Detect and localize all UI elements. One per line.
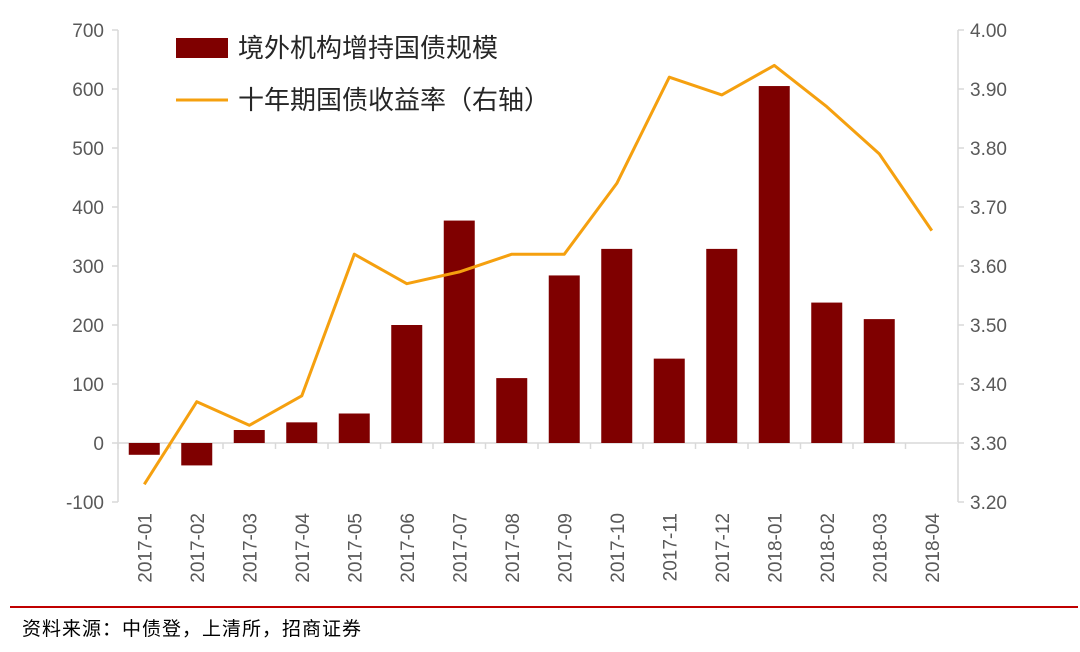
- x-tick-label-2017-07: 2017-07: [450, 513, 471, 583]
- bar-series: [128, 86, 895, 466]
- bar-2018-01: [758, 86, 790, 444]
- x-tick-label-2017-11: 2017-11: [660, 513, 681, 581]
- x-tick-label-2018-03: 2018-03: [870, 513, 891, 583]
- right-tick-label: 3.20: [970, 493, 1007, 514]
- x-axis-ticks: 2017-01 2017-02 2017-03 2017-04 2017-05 2017-…: [135, 513, 944, 583]
- x-tick-label-2018-02: 2018-02: [818, 513, 839, 583]
- x-tick-label-2017-06: 2017-06: [398, 513, 419, 583]
- bar-2017-12: [706, 248, 738, 443]
- left-tick-label: 0: [93, 434, 104, 455]
- x-tick-label-2018-04: 2018-04: [923, 513, 944, 583]
- x-tick-label-2017-02: 2017-02: [188, 513, 209, 583]
- line-series: [143, 63, 934, 486]
- x-tick-label-2017-12: 2017-12: [713, 513, 734, 583]
- right-tick-label: 3.90: [970, 80, 1007, 101]
- left-tick-label: -100: [66, 493, 104, 514]
- legend: 境外机构增持国债规模 十年期国债收益率（右轴）: [176, 34, 550, 116]
- left-tick-label: 300: [72, 257, 104, 278]
- right-tick-label: 3.30: [970, 434, 1007, 455]
- right-axis-ticks: 3.20 3.30 3.40 3.50 3.60 3.70 3.80 3.90 4.00: [970, 21, 1007, 514]
- bar-2017-05: [338, 413, 370, 443]
- bar-2018-03: [863, 319, 895, 443]
- left-axis-ticks: -100 0 100 200 300 400 500 600 700: [66, 21, 104, 514]
- bar-2018-02: [811, 302, 843, 443]
- left-tick-label: 600: [72, 80, 104, 101]
- x-tick-label-2017-03: 2017-03: [240, 513, 261, 583]
- x-tick-label-2017-08: 2017-08: [503, 513, 524, 583]
- bar-2017-08: [496, 378, 528, 443]
- source-note: 资料来源：中债登，上清所，招商证券: [22, 618, 363, 640]
- bar-2017-11: [653, 358, 685, 443]
- left-tick-label: 500: [72, 139, 104, 160]
- legend-bar-label: 境外机构增持国债规模: [238, 34, 498, 64]
- left-tick-label: 100: [72, 375, 104, 396]
- legend-line-label: 十年期国债收益率（右轴）: [238, 86, 550, 116]
- bar-2017-03: [233, 430, 265, 443]
- x-tick-label-2017-01: 2017-01: [135, 513, 156, 583]
- bar-2017-01: [128, 443, 160, 455]
- bar-2017-06: [391, 325, 423, 443]
- bar-2017-10: [601, 248, 633, 443]
- right-tick-label: 3.70: [970, 198, 1007, 219]
- x-tick-label-2017-05: 2017-05: [345, 513, 366, 583]
- bar-2017-09: [548, 275, 580, 443]
- x-tick-label-2017-04: 2017-04: [293, 513, 314, 583]
- left-tick-label: 700: [72, 21, 104, 42]
- bar-2017-04: [286, 422, 318, 443]
- bar-2017-02: [181, 443, 213, 466]
- right-tick-label: 3.80: [970, 139, 1007, 160]
- left-tick-label: 400: [72, 198, 104, 219]
- x-tick-label-2018-01: 2018-01: [765, 513, 786, 583]
- legend-bar-swatch: [176, 38, 228, 58]
- right-tick-label: 3.50: [970, 316, 1007, 337]
- x-tick-label-2017-09: 2017-09: [555, 513, 576, 583]
- right-tick-label: 3.40: [970, 375, 1007, 396]
- left-tick-label: 200: [72, 316, 104, 337]
- right-tick-label: 4.00: [970, 21, 1007, 42]
- x-tick-label-2017-10: 2017-10: [608, 513, 629, 583]
- right-tick-label: 3.60: [970, 257, 1007, 278]
- source-divider: [10, 606, 1078, 608]
- bar-2017-07: [443, 220, 475, 443]
- yield-line: [143, 63, 934, 486]
